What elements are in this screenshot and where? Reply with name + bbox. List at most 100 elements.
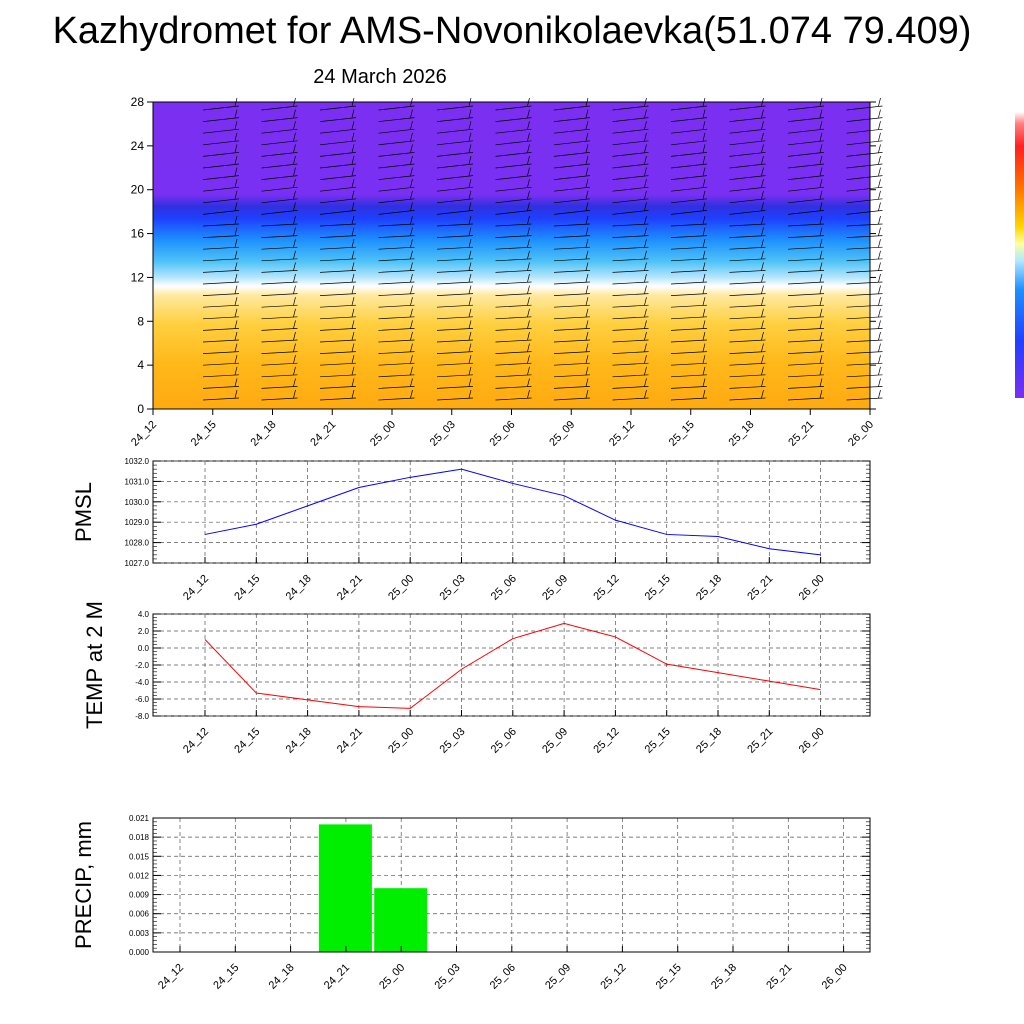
wind-barb [612, 121, 649, 134]
wind-barb [846, 144, 883, 157]
wind-barb [202, 239, 240, 250]
xsec-x-tick-label: 25_03 [428, 419, 458, 449]
wind-barb [436, 239, 474, 250]
wind-barb [729, 250, 766, 262]
wind-barb [202, 389, 240, 401]
xsec-y-tick-label: 24 [131, 139, 145, 153]
y-tick-label: -2.0 [135, 661, 149, 670]
wind-barbs [202, 97, 883, 401]
y-tick-label: 0.006 [129, 910, 150, 919]
wind-barb [612, 343, 649, 354]
wind-barb [612, 273, 649, 285]
wind-barb [612, 378, 649, 389]
wind-barb [787, 202, 825, 215]
wind-barb [612, 239, 649, 250]
wind-barb [846, 132, 883, 146]
precip-bar [374, 888, 428, 952]
y-tick-label: 4.0 [138, 610, 150, 619]
wind-barb [612, 132, 649, 146]
wind-barb [378, 227, 415, 238]
wind-barb [202, 250, 240, 262]
wind-barb [319, 155, 357, 169]
wind-barb [670, 109, 708, 122]
y-tick-label: 0.009 [129, 891, 150, 900]
wind-barb [729, 273, 766, 285]
wind-barb [495, 343, 532, 354]
wind-barb [729, 215, 766, 227]
wind-barb [261, 355, 298, 366]
wind-barb [612, 167, 649, 180]
x-tick-label: 25_06 [489, 573, 519, 603]
y-tick-label: 0.018 [129, 833, 150, 842]
x-tick-label: 25_15 [643, 726, 673, 756]
x-tick-label: 25_21 [745, 573, 775, 603]
wind-barb [729, 366, 766, 378]
wind-barb [846, 109, 883, 122]
wind-barb [378, 297, 415, 308]
wind-barb [553, 262, 591, 273]
wind-barb [261, 320, 298, 331]
wind-barb [202, 227, 240, 238]
wind-barb [319, 320, 357, 331]
wind-barb [846, 366, 883, 378]
x-tick-label: 24_18 [267, 962, 297, 992]
wind-barb [787, 285, 825, 296]
xsec-x-tick-label: 25_09 [547, 419, 577, 449]
xsec-x-tick-label: 24_15 [189, 419, 219, 449]
wind-barb [436, 250, 474, 262]
wind-barb [553, 155, 591, 169]
wind-barb [261, 132, 298, 146]
wind-barb [436, 227, 474, 238]
xsec-y-tick-label: 28 [131, 95, 145, 109]
wind-barb [787, 190, 825, 204]
wind-barb [436, 389, 474, 401]
wind-barb [202, 273, 240, 285]
wind-barb [787, 331, 825, 343]
wind-barb [729, 179, 766, 192]
wind-barb [495, 285, 532, 296]
wind-barb [261, 343, 298, 354]
wind-barb [787, 355, 825, 366]
wind-barb [729, 320, 766, 331]
wind-barb [495, 297, 532, 308]
wind-barb [436, 167, 474, 180]
wind-barb [319, 273, 357, 285]
y-tick-label: 1031.0 [125, 477, 150, 486]
x-tick-label: 24_12 [181, 726, 211, 756]
wind-barb [378, 190, 415, 204]
wind-barb [378, 378, 415, 389]
xsec-x-tick-label: 24_18 [249, 419, 279, 449]
wind-barb [202, 144, 240, 157]
x-tick-label: 24_15 [211, 962, 241, 992]
xsec-x-tick-label: 25_21 [786, 419, 816, 449]
wind-barb [495, 308, 532, 320]
y-tick-label: 1028.0 [125, 539, 150, 548]
wind-barb [729, 355, 766, 366]
wind-barb [202, 366, 240, 378]
wind-barb [378, 202, 415, 215]
wind-barb [319, 343, 357, 354]
y-tick-label: 2.0 [138, 627, 150, 636]
wind-barb [553, 320, 591, 331]
y-tick-label: 0.015 [129, 852, 150, 861]
wind-barb [787, 366, 825, 378]
wind-barb [261, 155, 298, 169]
y-tick-label: 1027.0 [125, 559, 150, 568]
wind-barb [436, 320, 474, 331]
wind-barb [495, 202, 532, 215]
xsec-y-tick-label: 0 [137, 402, 144, 416]
wind-barb [729, 378, 766, 389]
wind-barb [378, 273, 415, 285]
wind-barb [378, 144, 415, 157]
chart-title: Kazhydromet for AMS-Novonikolaevka(51.07… [52, 10, 972, 52]
wind-barb [436, 343, 474, 354]
wind-barb [553, 378, 591, 389]
wind-barb [495, 355, 532, 366]
wind-barb [670, 215, 708, 227]
xsec-x-tick-label: 24_21 [308, 419, 338, 449]
wind-barb [553, 215, 591, 227]
wind-barb [378, 167, 415, 180]
wind-barb [319, 250, 357, 262]
wind-barb [729, 343, 766, 354]
precip-panel: 0.000 0.003 0.006 0.009 0.012 0.015 0.018 0.021… [71, 814, 871, 992]
